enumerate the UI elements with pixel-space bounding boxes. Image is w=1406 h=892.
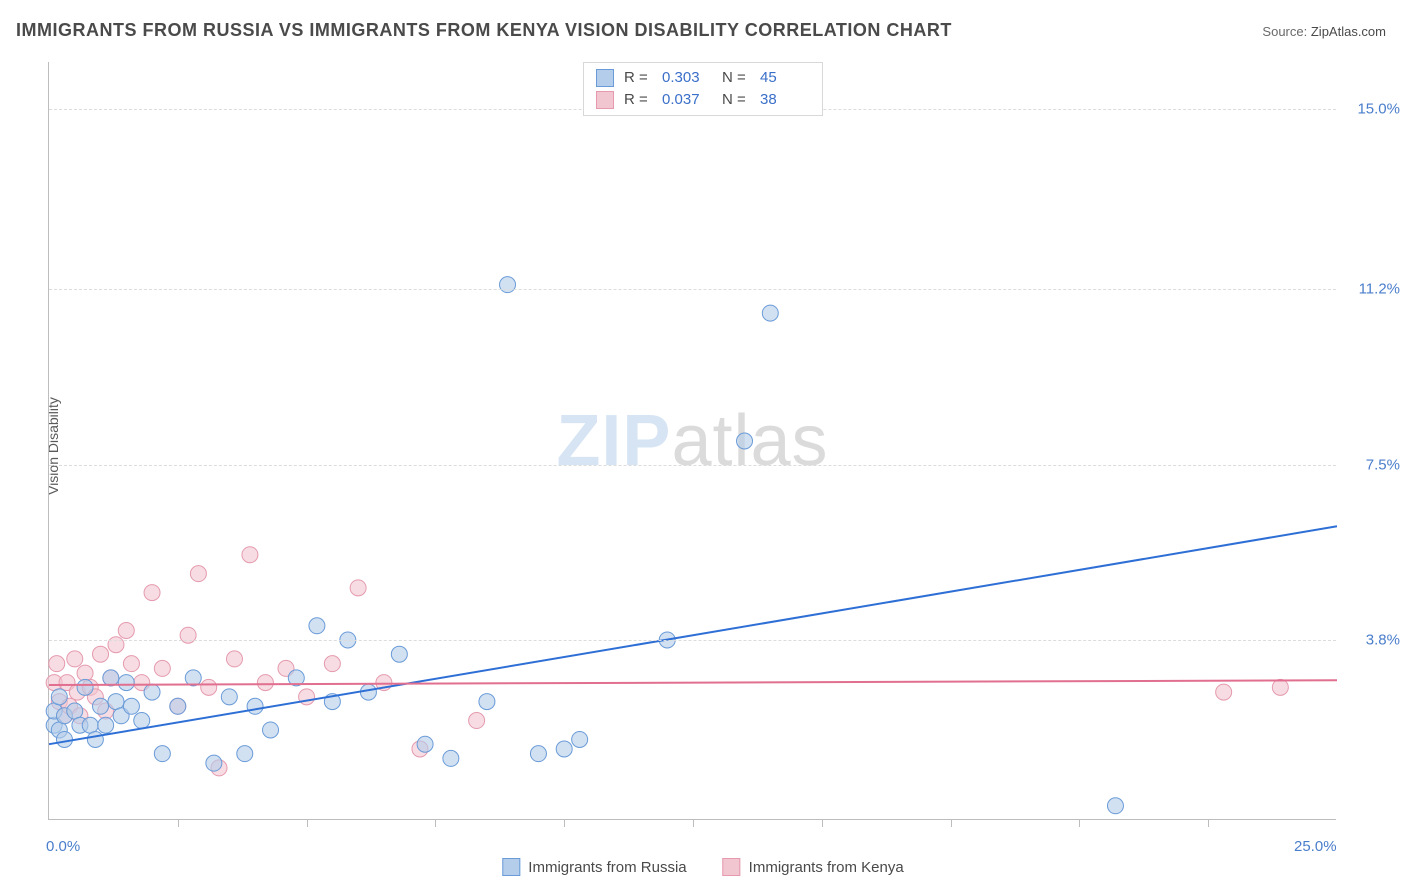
data-point bbox=[118, 623, 134, 639]
data-point bbox=[247, 698, 263, 714]
y-tick-label: 3.8% bbox=[1342, 631, 1400, 648]
data-point bbox=[762, 305, 778, 321]
swatch-russia bbox=[596, 69, 614, 87]
data-point bbox=[154, 660, 170, 676]
data-point bbox=[67, 651, 83, 667]
series-name-kenya: Immigrants from Kenya bbox=[749, 859, 904, 876]
x-tick bbox=[307, 819, 308, 827]
data-point bbox=[170, 698, 186, 714]
data-point bbox=[87, 731, 103, 747]
data-point bbox=[737, 433, 753, 449]
x-tick bbox=[1079, 819, 1080, 827]
data-point bbox=[51, 689, 67, 705]
source-label: Source: bbox=[1262, 24, 1307, 39]
n-label: N = bbox=[722, 89, 750, 111]
data-point bbox=[93, 646, 109, 662]
data-point bbox=[103, 670, 119, 686]
legend-row-kenya: R = 0.037 N = 38 bbox=[596, 89, 810, 111]
legend-row-russia: R = 0.303 N = 45 bbox=[596, 67, 810, 89]
gridline bbox=[49, 640, 1336, 641]
data-point bbox=[417, 736, 433, 752]
data-point bbox=[572, 731, 588, 747]
source-value: ZipAtlas.com bbox=[1311, 24, 1386, 39]
y-tick-label: 7.5% bbox=[1342, 456, 1400, 473]
data-point bbox=[98, 717, 114, 733]
data-point bbox=[154, 746, 170, 762]
data-point bbox=[67, 703, 83, 719]
trend-line bbox=[49, 680, 1337, 685]
data-point bbox=[201, 679, 217, 695]
data-point bbox=[206, 755, 222, 771]
x-tick bbox=[693, 819, 694, 827]
data-point bbox=[263, 722, 279, 738]
x-tick bbox=[822, 819, 823, 827]
x-tick bbox=[564, 819, 565, 827]
x-tick bbox=[1208, 819, 1209, 827]
legend-item-russia: Immigrants from Russia bbox=[502, 858, 686, 876]
data-point bbox=[469, 713, 485, 729]
correlation-legend: R = 0.303 N = 45 R = 0.037 N = 38 bbox=[583, 62, 823, 116]
data-point bbox=[479, 694, 495, 710]
trend-line bbox=[49, 526, 1337, 744]
gridline bbox=[49, 465, 1336, 466]
gridline bbox=[49, 289, 1336, 290]
n-label: N = bbox=[722, 67, 750, 89]
n-value-russia: 45 bbox=[760, 67, 810, 89]
data-point bbox=[108, 694, 124, 710]
data-point bbox=[1107, 798, 1123, 814]
data-point bbox=[237, 746, 253, 762]
data-point bbox=[443, 750, 459, 766]
data-point bbox=[77, 665, 93, 681]
plot-area: ZIPatlas 3.8%7.5%11.2%15.0% bbox=[48, 62, 1336, 820]
r-label: R = bbox=[624, 67, 652, 89]
swatch-kenya-bottom bbox=[723, 858, 741, 876]
x-axis-max-label: 25.0% bbox=[1294, 838, 1337, 855]
chart-title: IMMIGRANTS FROM RUSSIA VS IMMIGRANTS FRO… bbox=[16, 20, 952, 41]
x-tick bbox=[178, 819, 179, 827]
data-point bbox=[226, 651, 242, 667]
x-tick bbox=[951, 819, 952, 827]
series-legend: Immigrants from Russia Immigrants from K… bbox=[502, 858, 903, 876]
data-point bbox=[77, 679, 93, 695]
data-point bbox=[49, 656, 65, 672]
source-attribution: Source: ZipAtlas.com bbox=[1262, 24, 1386, 39]
data-point bbox=[350, 580, 366, 596]
y-tick-label: 11.2% bbox=[1342, 281, 1400, 298]
data-point bbox=[242, 547, 258, 563]
r-label: R = bbox=[624, 89, 652, 111]
data-point bbox=[257, 675, 273, 691]
data-point bbox=[144, 684, 160, 700]
data-point bbox=[123, 656, 139, 672]
series-name-russia: Immigrants from Russia bbox=[528, 859, 686, 876]
r-value-kenya: 0.037 bbox=[662, 89, 712, 111]
plot-svg bbox=[49, 62, 1336, 819]
data-point bbox=[56, 731, 72, 747]
data-point bbox=[309, 618, 325, 634]
swatch-kenya bbox=[596, 91, 614, 109]
data-point bbox=[221, 689, 237, 705]
legend-item-kenya: Immigrants from Kenya bbox=[723, 858, 904, 876]
x-tick bbox=[435, 819, 436, 827]
data-point bbox=[391, 646, 407, 662]
data-point bbox=[118, 675, 134, 691]
n-value-kenya: 38 bbox=[760, 89, 810, 111]
y-tick-label: 15.0% bbox=[1342, 101, 1400, 118]
data-point bbox=[134, 713, 150, 729]
data-point bbox=[530, 746, 546, 762]
data-point bbox=[556, 741, 572, 757]
data-point bbox=[144, 585, 160, 601]
data-point bbox=[1272, 679, 1288, 695]
r-value-russia: 0.303 bbox=[662, 67, 712, 89]
data-point bbox=[82, 717, 98, 733]
data-point bbox=[123, 698, 139, 714]
data-point bbox=[1216, 684, 1232, 700]
data-point bbox=[190, 566, 206, 582]
data-point bbox=[324, 656, 340, 672]
data-point bbox=[93, 698, 109, 714]
x-axis-min-label: 0.0% bbox=[46, 838, 80, 855]
swatch-russia-bottom bbox=[502, 858, 520, 876]
